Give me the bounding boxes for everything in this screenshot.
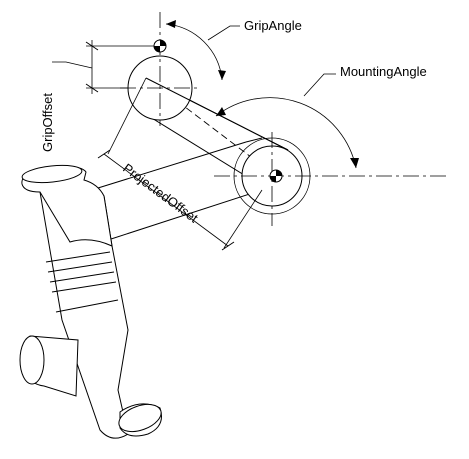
mounting-center-marker [269, 169, 283, 183]
mounting-angle-arrow-start [216, 107, 226, 116]
grip-angle-arrow-start [166, 20, 176, 28]
mounting-angle-label: MountingAngle [340, 64, 427, 79]
mounting-angle-leader [303, 73, 336, 97]
projected-offset-ext-1 [107, 77, 147, 155]
centerlines [120, 12, 446, 226]
projected-offset-tick-1 [97, 149, 111, 159]
steerer-tube [39, 191, 129, 439]
grip-offset-label: GripOffset [40, 93, 55, 152]
projected-offset-dim-line [103, 153, 229, 247]
projected-offset-tick-2 [221, 241, 235, 251]
side-boss-face [19, 335, 45, 385]
clamp-band-1 [45, 251, 111, 263]
mounting-angle-arrow-end [350, 158, 359, 168]
clamp-band-5 [55, 299, 119, 313]
projected-offset-ext-2 [223, 189, 263, 249]
projected-offset-dimension [97, 77, 263, 251]
grip-offset-tick-bottom [85, 83, 99, 93]
grip-angle-label: GripAngle [244, 18, 302, 33]
grip-offset-dimension [52, 40, 154, 94]
stem-joint [245, 137, 263, 143]
projected-offset-label: ProjectedOffset [120, 160, 201, 225]
mounting-angle-dimension [215, 73, 359, 169]
clamp-band-4 [51, 281, 117, 293]
clamp-band-2 [47, 261, 113, 273]
bottom-boss-face [118, 403, 162, 433]
mounting-angle-arc [215, 97, 357, 169]
grip-angle-arrow-end [218, 70, 226, 80]
stem-lower-edge [107, 189, 263, 241]
clamp-band-3 [49, 271, 115, 283]
grip-bar-upper-edge-over [145, 77, 289, 151]
grip-center-marker [153, 39, 167, 53]
stem-body [19, 141, 263, 439]
grip-offset-tick-top [85, 41, 99, 51]
stem-upper-edge [97, 141, 247, 189]
grip-angle-arc [165, 23, 223, 81]
grip-offset-leader [52, 61, 93, 69]
grip-angle-dimension [165, 20, 240, 81]
grip-angle-leader [207, 25, 240, 41]
top-cap-ellipse [21, 164, 83, 184]
